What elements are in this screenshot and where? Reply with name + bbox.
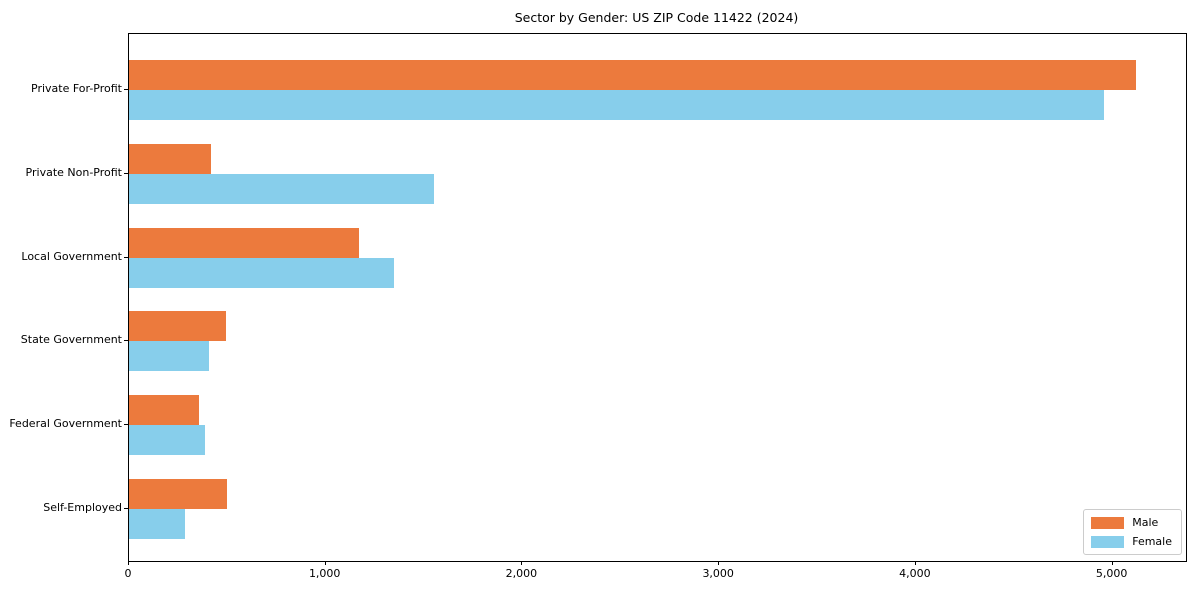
x-tick-label-3000: 3,000: [702, 567, 734, 580]
legend: Male Female: [1083, 509, 1182, 555]
bar-female-federal-government: [129, 425, 205, 456]
y-axis-label-self-employed: Self-Employed: [43, 501, 122, 514]
bar-female-private-for-profit: [129, 90, 1104, 120]
bar-female-state-government: [129, 341, 209, 372]
x-tick-mark: [521, 561, 523, 565]
plot-area: Male Female: [128, 33, 1187, 562]
bar-male-private-non-profit: [129, 143, 211, 174]
y-tick-mark: [124, 424, 128, 426]
x-tick-mark: [1111, 561, 1113, 565]
bar-male-state-government: [129, 311, 226, 342]
bar-male-private-for-profit: [129, 60, 1136, 90]
y-tick-mark: [124, 89, 128, 90]
y-tick-mark: [124, 256, 128, 258]
bar-female-self-employed: [129, 509, 186, 539]
bar-male-self-employed: [129, 479, 227, 509]
y-tick-mark: [124, 340, 128, 342]
y-axis-label-state-government: State Government: [20, 333, 122, 347]
x-tick-label-1000: 1,000: [308, 567, 341, 580]
bar-male-local-government: [129, 227, 359, 258]
legend-entry-male: Male: [1091, 516, 1172, 529]
x-tick-mark: [324, 561, 326, 565]
x-tick-label-5000: 5,000: [1095, 567, 1128, 580]
bar-female-private-non-profit: [129, 173, 434, 204]
bar-female-local-government: [129, 257, 394, 288]
male-swatch-icon: [1091, 516, 1125, 529]
y-axis-label-private-for-profit: Private For-Profit: [31, 82, 122, 95]
legend-label-female: Female: [1132, 535, 1172, 548]
y-axis-label-local-government: Local Government: [21, 249, 122, 263]
legend-entry-female: Female: [1091, 535, 1172, 548]
y-tick-mark: [124, 172, 128, 174]
chart-title: Sector by Gender: US ZIP Code 11422 (202…: [514, 10, 799, 25]
y-tick-mark: [124, 508, 128, 509]
legend-label-male: Male: [1132, 516, 1159, 529]
x-tick-label-0: 0: [124, 567, 132, 580]
x-tick-mark: [914, 561, 916, 565]
bar-male-federal-government: [129, 395, 199, 426]
x-tick-mark: [128, 561, 129, 565]
y-axis-label-private-non-profit: Private Non-Profit: [25, 165, 122, 179]
x-tick-mark: [718, 561, 720, 565]
female-swatch-icon: [1091, 535, 1125, 548]
y-axis-label-federal-government: Federal Government: [9, 417, 122, 431]
x-tick-label-4000: 4,000: [899, 567, 931, 580]
x-tick-label-2000: 2,000: [505, 567, 538, 580]
